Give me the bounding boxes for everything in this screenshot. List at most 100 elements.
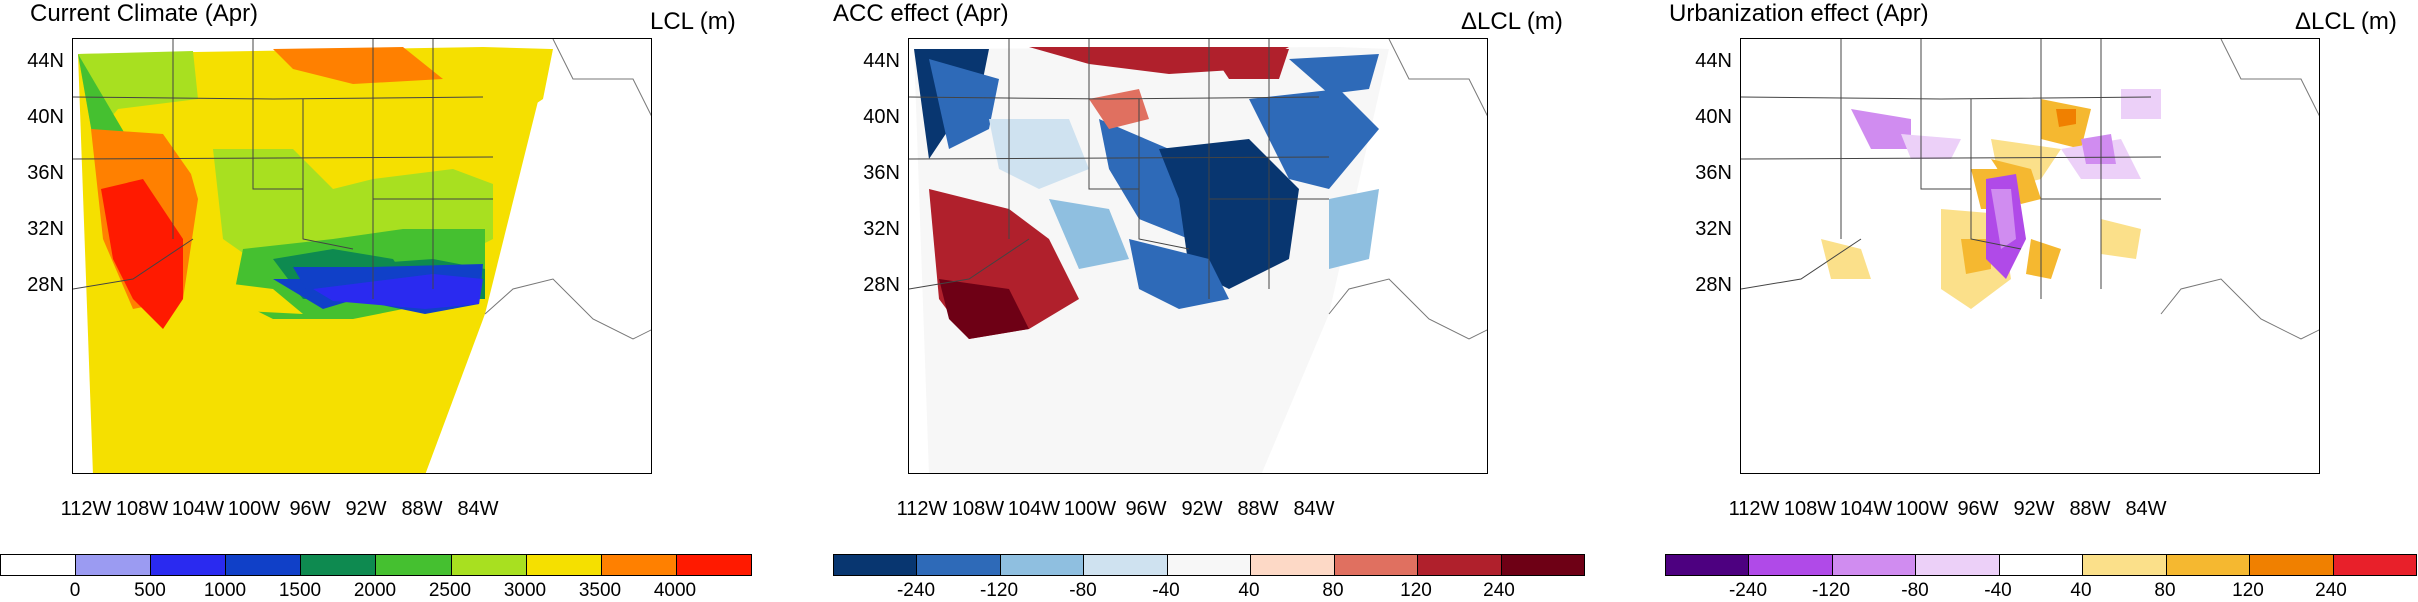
lat-label: 28N [1695,274,1732,296]
lon-label: 104W [1839,498,1893,520]
lon-label: 108W [115,498,169,520]
colorbar-swatch [1749,555,1833,575]
colorbar-label: -40 [1984,580,2012,601]
lon-label: 88W [401,498,443,520]
lon-label: 92W [1181,498,1223,520]
lon-label: 100W [1063,498,1117,520]
lat-label: 44N [1695,50,1732,72]
map-frame [908,38,1488,474]
lon-label: 104W [171,498,225,520]
lat-label: 28N [27,274,64,296]
unit-label: LCL (m) [650,8,736,35]
lat-label: 44N [863,50,900,72]
lon-label: 112W [60,498,112,520]
colorbar-label: 4000 [653,580,697,601]
lon-label: 100W [227,498,281,520]
colorbar-swatch [526,555,602,575]
unit-label: ΔLCL (m) [1461,8,1563,35]
colorbar-swatch [376,555,452,575]
lon-label: 84W [457,498,499,520]
colorbar-label: 3500 [578,580,622,601]
lat-label: 28N [863,274,900,296]
lat-label: 32N [1695,218,1732,240]
colorbar-label: 3000 [503,580,547,601]
lon-label: 112W [1728,498,1780,520]
lon-label: 96W [1957,498,1999,520]
map-frame [1740,38,2320,474]
panel-title: Current Climate (Apr) [30,0,259,27]
colorbar-label: 2500 [428,580,472,601]
panel-title: Urbanization effect (Apr) [1669,0,1929,27]
colorbar-swatch [676,555,751,575]
colorbar-swatch [1832,555,1917,575]
lat-label: 32N [27,218,64,240]
lat-label: 40N [1695,106,1732,128]
lat-label: 36N [1695,162,1732,184]
map-acc-effect [909,39,1487,473]
colorbar-swatch [1418,555,1502,575]
colorbar-swatch [2333,555,2416,575]
colorbar-swatch [1501,555,1584,575]
colorbar-swatch [1084,555,1168,575]
lat-label: 44N [27,50,64,72]
map-urbanization-effect [1741,39,2319,473]
lon-label: 96W [289,498,331,520]
colorbar-swatch [151,555,227,575]
colorbar-swatch [2250,555,2334,575]
unit-label: ΔLCL (m) [2295,8,2397,35]
colorbar-swatch [917,555,1001,575]
colorbar [833,554,1585,576]
colorbar-swatch [301,555,377,575]
colorbar-swatch [1000,555,1085,575]
colorbar-swatch [1334,555,1419,575]
colorbar [1665,554,2417,576]
colorbar-swatch [2166,555,2251,575]
colorbar-label: -120 [1811,580,1851,601]
lon-label: 88W [1237,498,1279,520]
colorbar-swatch [1,555,77,575]
colorbar-label: 80 [1322,580,1344,601]
colorbar-swatch [1916,555,2000,575]
lat-label: 36N [863,162,900,184]
lon-label: 108W [951,498,1005,520]
colorbar-swatch [1167,555,1252,575]
lon-label: 92W [345,498,387,520]
colorbar-swatch [451,555,527,575]
colorbar-label: -40 [1152,580,1180,601]
panel-urbanization-effect: Urbanization effect (Apr) ΔLCL (m) [1665,0,2418,601]
lon-label: 112W [896,498,948,520]
map-frame [72,38,652,474]
lon-label: 84W [1293,498,1335,520]
colorbar-label: 40 [2070,580,2092,601]
colorbar-label: -240 [896,580,936,601]
colorbar-swatch [1666,555,1750,575]
colorbar-label: 2000 [353,580,397,601]
lon-label: 96W [1125,498,1167,520]
colorbar-label: -80 [1901,580,1929,601]
colorbar-label: 120 [1400,580,1432,601]
colorbar-label: 80 [2154,580,2176,601]
colorbar-label: 0 [69,580,81,601]
colorbar-label: -80 [1069,580,1097,601]
colorbar-swatch [76,555,152,575]
panel-acc-effect: ACC effect (Apr) ΔLCL (m) [833,0,1633,601]
lat-label: 36N [27,162,64,184]
lon-label: 92W [2013,498,2055,520]
lon-label: 104W [1007,498,1061,520]
lat-label: 40N [27,106,64,128]
lat-label: 40N [863,106,900,128]
colorbar-label: 1500 [278,580,322,601]
colorbar-swatch [1251,555,1335,575]
colorbar-swatch [834,555,918,575]
colorbar-label: 40 [1238,580,1260,601]
colorbar-label: -240 [1728,580,1768,601]
colorbar-label: 240 [2315,580,2347,601]
colorbar-swatch [226,555,302,575]
lat-label: 32N [863,218,900,240]
colorbar-swatch [1999,555,2084,575]
panel-title: ACC effect (Apr) [833,0,1009,27]
colorbar-swatch [2083,555,2167,575]
colorbar-label: 1000 [203,580,247,601]
colorbar-label: 240 [1483,580,1515,601]
lon-label: 100W [1895,498,1949,520]
